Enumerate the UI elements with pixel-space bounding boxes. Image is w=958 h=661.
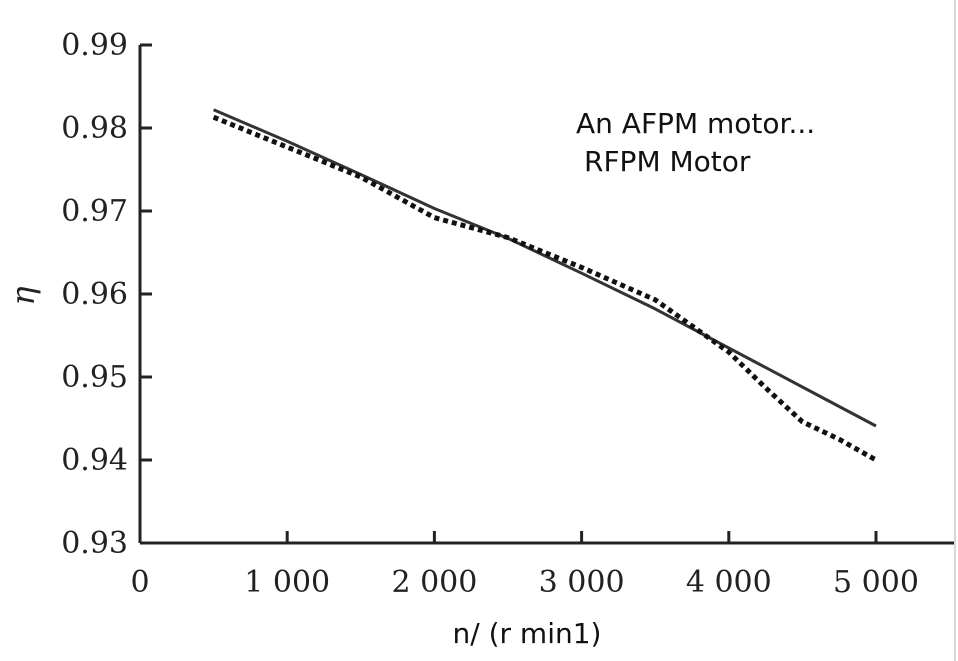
series-afpm-line <box>213 108 877 428</box>
y-tick-label: 0.99 <box>61 28 128 63</box>
y-axis-ticks: 0.93 0.94 0.95 0.96 0.97 0.98 0.99 <box>61 28 152 561</box>
y-axis-label: η <box>4 286 42 305</box>
y-tick-label: 0.97 <box>61 194 128 229</box>
x-tick-label: 1 000 <box>244 565 330 600</box>
x-axis-ticks: 0 1 000 2 000 3 000 4 000 5 000 <box>130 531 919 600</box>
x-tick-label: 3 000 <box>539 565 625 600</box>
y-tick-label: 0.95 <box>61 360 128 395</box>
y-tick-label: 0.93 <box>61 526 128 561</box>
x-tick-label: 0 <box>130 565 149 600</box>
legend-entry-afpm: An AFPM motor... <box>576 107 815 140</box>
y-tick-label: 0.94 <box>61 443 128 478</box>
x-axis-label: n/ (r min1) <box>453 617 602 650</box>
y-tick-label: 0.96 <box>61 277 128 312</box>
x-tick-label: 2 000 <box>391 565 477 600</box>
legend-entry-rfpm: RFPM Motor <box>584 145 751 178</box>
y-tick-label: 0.98 <box>61 111 128 146</box>
x-tick-label: 4 000 <box>686 565 772 600</box>
series-rfpm-line <box>212 114 878 463</box>
x-tick-label: 5 000 <box>833 565 919 600</box>
series-layer <box>212 108 878 463</box>
